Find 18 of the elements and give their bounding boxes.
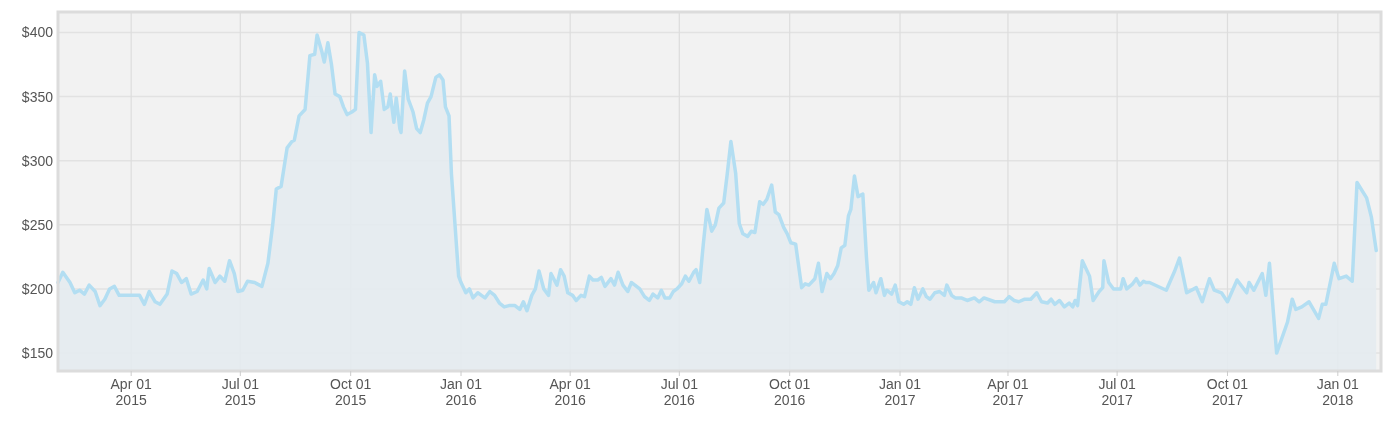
x-tick-label: Apr 01 2015: [110, 376, 152, 408]
x-tick-label: Oct 01 2016: [769, 376, 811, 408]
x-tick-label: Jan 01 2017: [878, 376, 922, 408]
x-tick-label: Jan 01 2018: [1316, 376, 1360, 408]
y-tick-label: $400: [21, 24, 54, 41]
x-tick-label: Oct 01 2015: [330, 376, 372, 408]
x-tick-label: Apr 01 2017: [987, 376, 1029, 408]
y-tick-label: $150: [21, 344, 54, 361]
x-tick-label: Jul 01 2015: [221, 376, 260, 408]
x-tick-label: Jul 01 2016: [660, 376, 699, 408]
x-tick-label: Jan 01 2016: [439, 376, 483, 408]
x-tick-label: Apr 01 2016: [549, 376, 591, 408]
x-tick-label: Oct 01 2017: [1206, 376, 1249, 408]
x-tick-label: Jul 01 2017: [1098, 376, 1137, 408]
y-tick-label: $350: [21, 88, 54, 105]
y-tick-label: $250: [21, 216, 54, 233]
y-tick-label: $300: [21, 152, 54, 169]
y-tick-label: $200: [21, 280, 54, 297]
